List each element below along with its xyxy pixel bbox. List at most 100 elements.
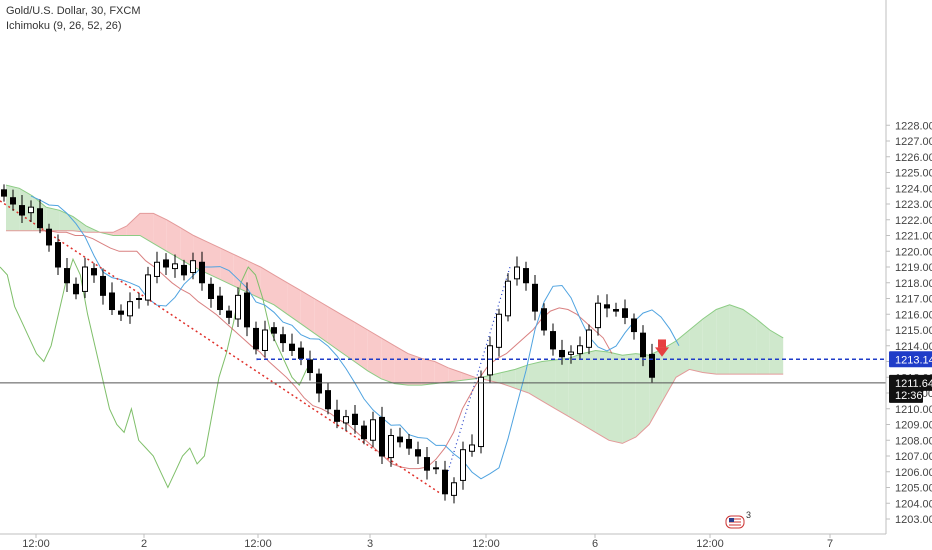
candle-body[interactable] xyxy=(541,308,547,331)
candle-body[interactable] xyxy=(19,205,25,216)
rising-dotted-line[interactable] xyxy=(446,266,511,476)
candle-body[interactable] xyxy=(586,329,592,348)
candle-body[interactable] xyxy=(289,343,295,351)
candle-body[interactable] xyxy=(532,283,538,312)
candle-body[interactable] xyxy=(325,390,331,410)
candle-body[interactable] xyxy=(370,419,376,441)
candle-body[interactable] xyxy=(271,327,277,334)
candle-body[interactable] xyxy=(640,332,646,358)
candle-body[interactable] xyxy=(226,310,232,318)
cloud-segment xyxy=(635,353,650,438)
candle-body[interactable] xyxy=(253,327,259,350)
chikou-span xyxy=(0,257,315,489)
candle-body[interactable] xyxy=(442,469,448,495)
candle-body[interactable] xyxy=(262,329,268,351)
cloud-segment xyxy=(662,341,676,401)
candle-body[interactable] xyxy=(397,436,403,443)
candle-body[interactable] xyxy=(604,304,610,309)
candle-body[interactable] xyxy=(10,197,16,205)
candle-body[interactable] xyxy=(478,376,484,448)
symbol-title[interactable]: Gold/U.S. Dollar, 30, FXCM xyxy=(6,5,141,17)
candle-body[interactable] xyxy=(136,298,142,300)
candle-body[interactable] xyxy=(64,268,70,284)
trend-line[interactable] xyxy=(0,200,442,495)
candle-body[interactable] xyxy=(235,294,241,320)
candle-body[interactable] xyxy=(154,261,160,277)
cloud-segment xyxy=(126,213,140,236)
candle-body[interactable] xyxy=(82,266,88,292)
candle-body[interactable] xyxy=(316,373,322,394)
candle-body[interactable] xyxy=(163,259,169,268)
candle-body[interactable] xyxy=(334,409,340,422)
candle-body[interactable] xyxy=(109,292,115,311)
candle-body[interactable] xyxy=(181,264,187,276)
candle-body[interactable] xyxy=(307,359,313,374)
candle-body[interactable] xyxy=(127,301,133,317)
candle-body[interactable] xyxy=(352,413,358,426)
candle-body[interactable] xyxy=(568,351,574,355)
candle-body[interactable] xyxy=(199,261,205,284)
candle-body[interactable] xyxy=(433,467,439,470)
candle-body[interactable] xyxy=(172,263,178,270)
candle-body[interactable] xyxy=(523,268,529,284)
candle-body[interactable] xyxy=(613,309,619,312)
cloud-segment xyxy=(622,353,636,444)
candle-body[interactable] xyxy=(145,274,151,301)
candle-body[interactable] xyxy=(550,331,556,350)
candle-body[interactable] xyxy=(379,416,385,457)
candle-body[interactable] xyxy=(505,280,511,317)
candle-body[interactable] xyxy=(343,416,349,424)
signal-arrow-icon[interactable] xyxy=(655,347,669,357)
candle-body[interactable] xyxy=(118,310,124,315)
cloud-segment xyxy=(408,353,422,386)
y-tick-label: 1206.00 xyxy=(895,467,932,479)
candle-body[interactable] xyxy=(190,260,196,274)
senkou-span-a xyxy=(5,184,784,386)
candle-body[interactable] xyxy=(55,242,61,268)
candle-body[interactable] xyxy=(469,444,475,452)
candle-body[interactable] xyxy=(298,347,304,359)
candle-body[interactable] xyxy=(406,438,412,449)
y-tick-label: 1209.00 xyxy=(895,420,932,432)
y-tick-label: 1210.00 xyxy=(895,404,932,416)
candle-body[interactable] xyxy=(649,353,655,378)
candle-timer-tag[interactable]: 12:36 xyxy=(895,390,923,402)
candle-body[interactable] xyxy=(1,189,7,197)
cloud-segment xyxy=(555,358,569,417)
cloud-segment xyxy=(166,219,181,260)
candle-body[interactable] xyxy=(388,435,394,459)
candle-body[interactable] xyxy=(559,349,565,358)
plot-background xyxy=(0,0,886,534)
candle-body[interactable] xyxy=(595,302,601,329)
candle-body[interactable] xyxy=(631,318,637,333)
candle-body[interactable] xyxy=(622,308,628,318)
candle-body[interactable] xyxy=(37,208,43,229)
cloud-segment xyxy=(461,372,475,381)
y-tick-label: 1216.00 xyxy=(895,309,932,321)
candle-body[interactable] xyxy=(208,283,214,300)
candle-body[interactable] xyxy=(100,275,106,296)
candle-body[interactable] xyxy=(91,268,97,276)
indicator-label[interactable]: Ichimoku (9, 26, 52, 26) xyxy=(6,20,122,32)
candle-body[interactable] xyxy=(244,292,250,328)
y-tick-label: 1224.00 xyxy=(895,183,932,195)
level-price-tag[interactable]: 1213.14 xyxy=(895,354,932,366)
candle-body[interactable] xyxy=(280,334,286,344)
candle-body[interactable] xyxy=(577,345,583,355)
candle-body[interactable] xyxy=(28,206,34,214)
x-tick-label: 12:00 xyxy=(244,538,272,550)
candle-body[interactable] xyxy=(460,449,466,481)
candle-body[interactable] xyxy=(487,345,493,376)
candle-body[interactable] xyxy=(451,482,457,496)
candle-body[interactable] xyxy=(217,295,223,311)
candle-body[interactable] xyxy=(514,266,520,280)
candle-body[interactable] xyxy=(424,457,430,471)
x-tick-label: 12:00 xyxy=(472,538,500,550)
candle-body[interactable] xyxy=(73,283,79,295)
candle-body[interactable] xyxy=(46,228,52,246)
candle-body[interactable] xyxy=(496,313,502,348)
candle-body[interactable] xyxy=(415,449,421,457)
candle-body[interactable] xyxy=(361,425,367,440)
